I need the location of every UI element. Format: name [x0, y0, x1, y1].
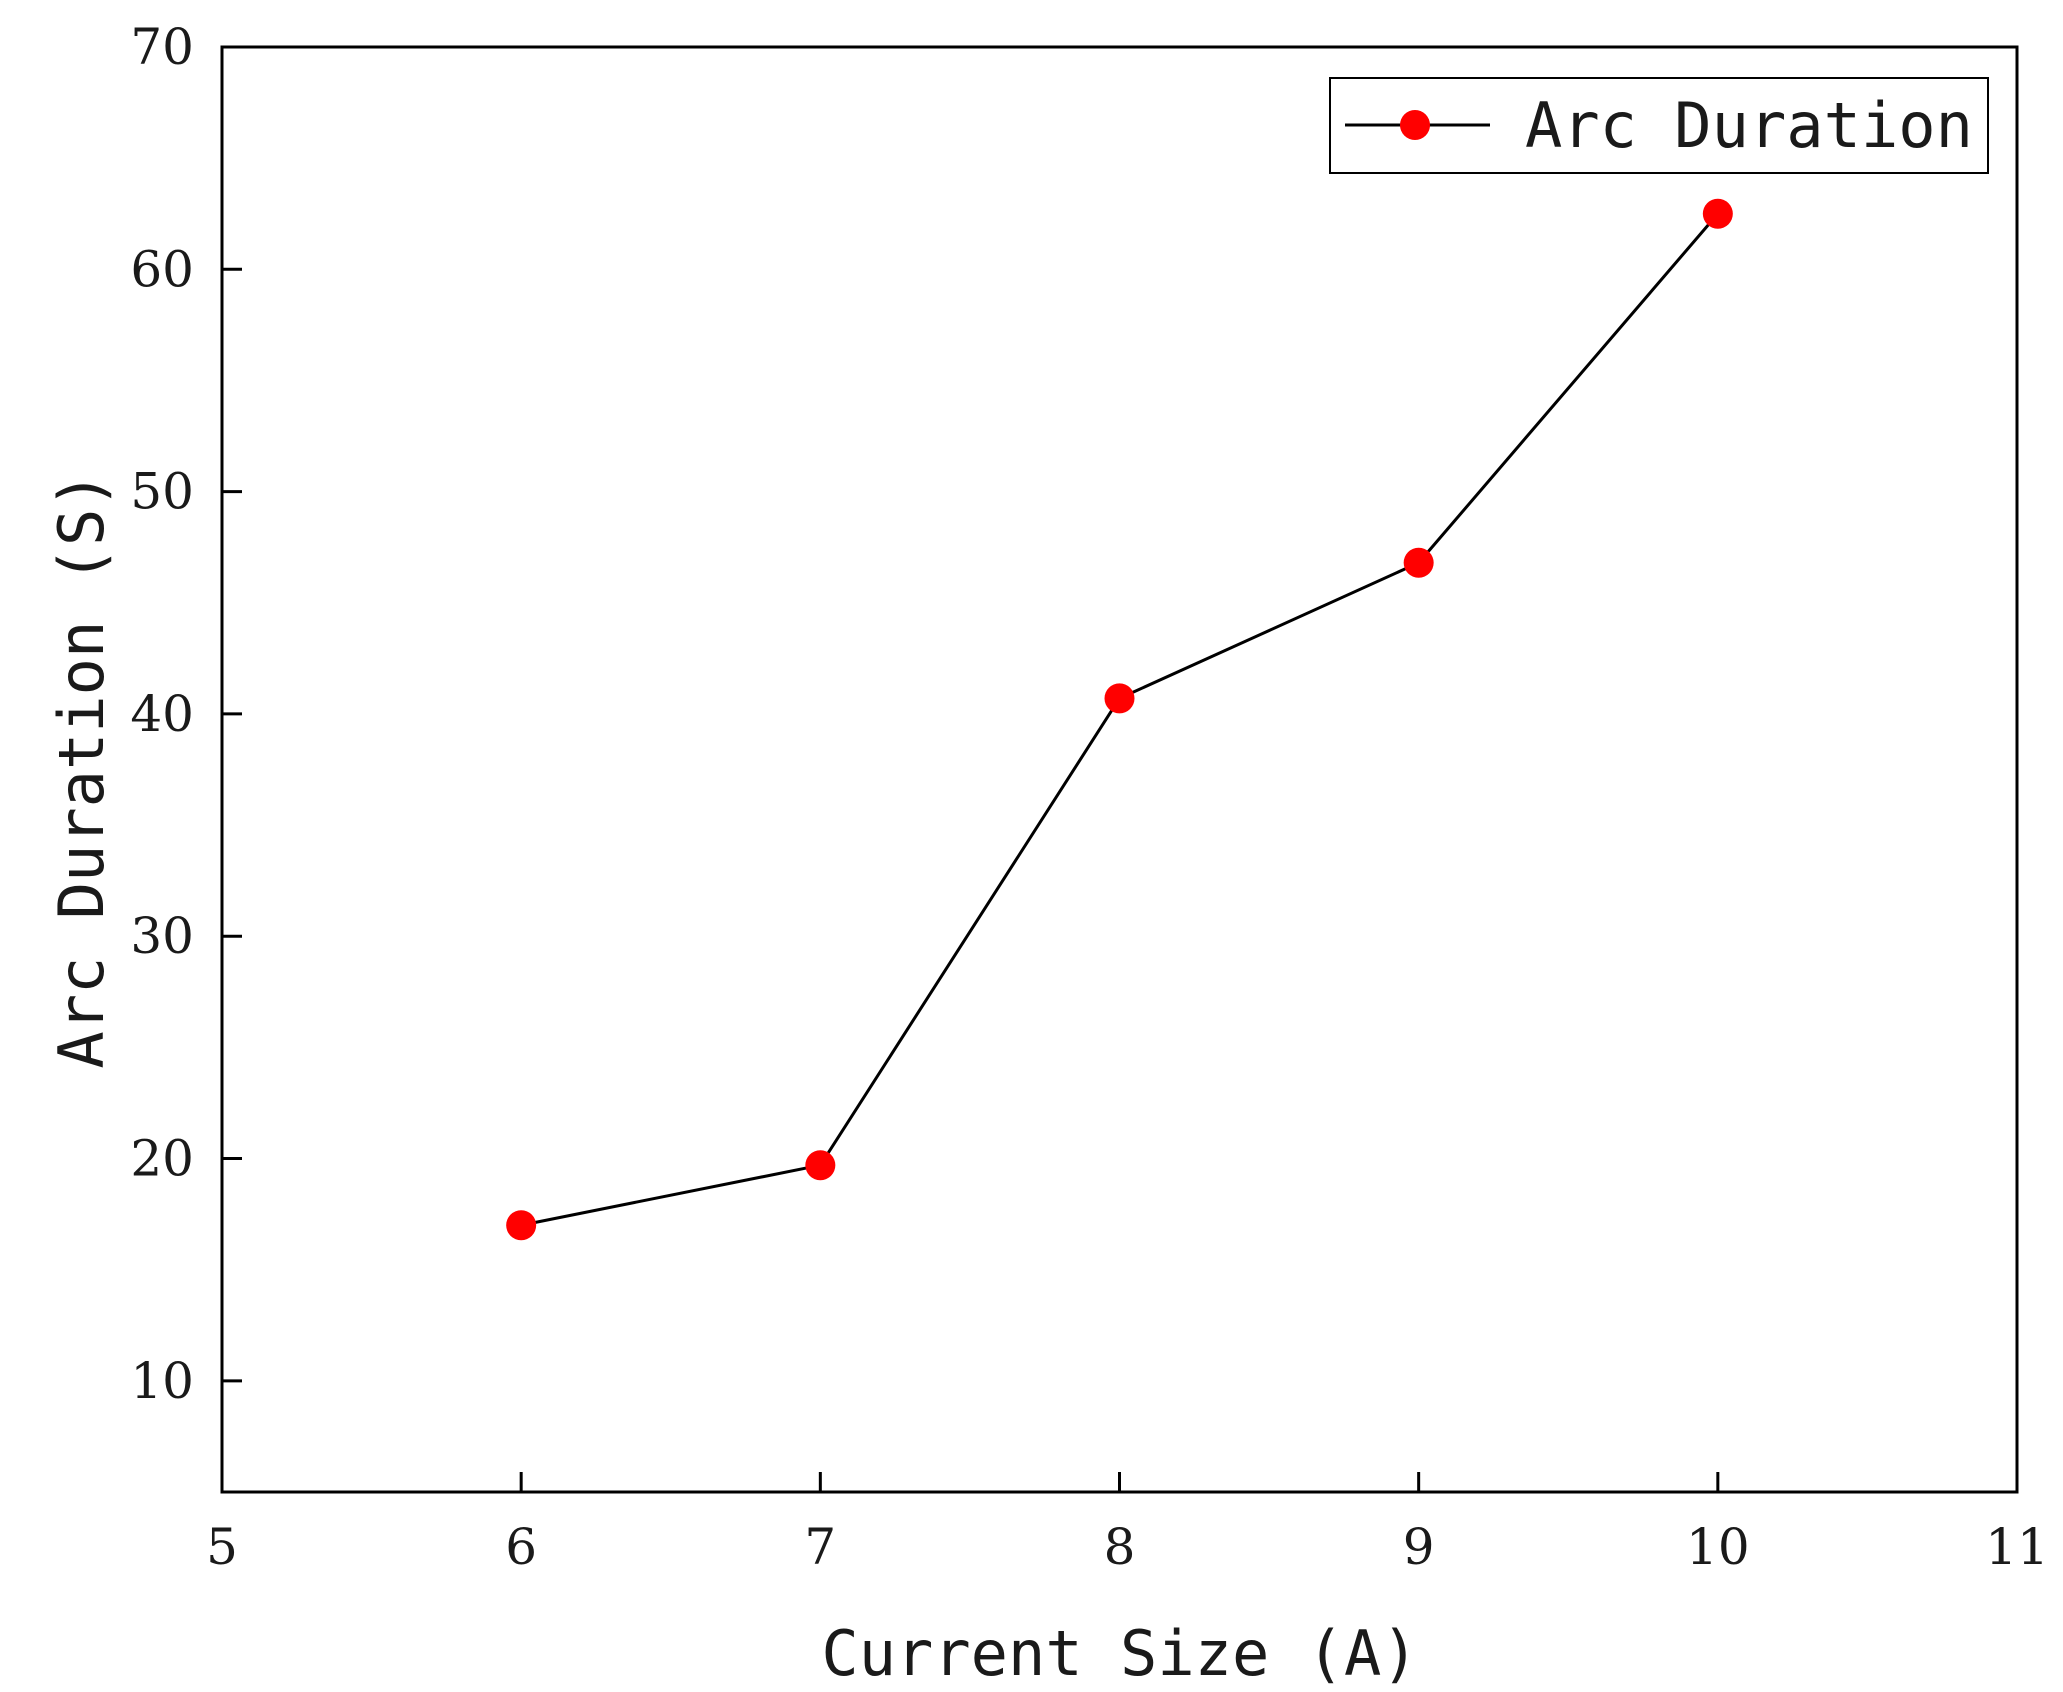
legend: Arc Duration	[1329, 77, 1989, 174]
x-tick-label: 10	[1686, 1518, 1750, 1576]
x-tick-label: 9	[1403, 1518, 1435, 1576]
y-axis: 10 20 30 40 50 60 70	[130, 18, 242, 1410]
x-tick-label: 8	[1104, 1518, 1136, 1576]
legend-label: Arc Duration	[1525, 89, 1973, 162]
x-tick-label: 5	[206, 1518, 238, 1576]
y-tick-label: 60	[130, 240, 194, 298]
data-point	[1104, 683, 1135, 714]
data-point	[805, 1150, 836, 1181]
y-tick-label: 50	[130, 463, 194, 521]
series-line	[520, 212, 1719, 1227]
y-tick-label: 40	[130, 685, 194, 743]
plot-frame	[220, 45, 2019, 1494]
series-layer	[506, 198, 1733, 1241]
y-tick-label: 70	[130, 18, 194, 76]
x-axis-title: Current Size (A)	[821, 1617, 1418, 1690]
y-tick-label: 10	[130, 1352, 194, 1410]
x-tick-label: 11	[1985, 1518, 2049, 1576]
x-tick-label: 6	[505, 1518, 537, 1576]
y-tick-label: 20	[130, 1130, 194, 1188]
x-axis: 5 6 7 8 9 10 11	[206, 1472, 2049, 1576]
y-axis-title: Arc Duration (S)	[45, 471, 118, 1068]
legend-marker-sample	[1400, 110, 1430, 140]
y-tick-label: 30	[130, 907, 194, 965]
data-point	[506, 1210, 537, 1241]
data-point	[1403, 547, 1434, 578]
x-tick-label: 7	[804, 1518, 836, 1576]
data-point	[1702, 198, 1733, 229]
